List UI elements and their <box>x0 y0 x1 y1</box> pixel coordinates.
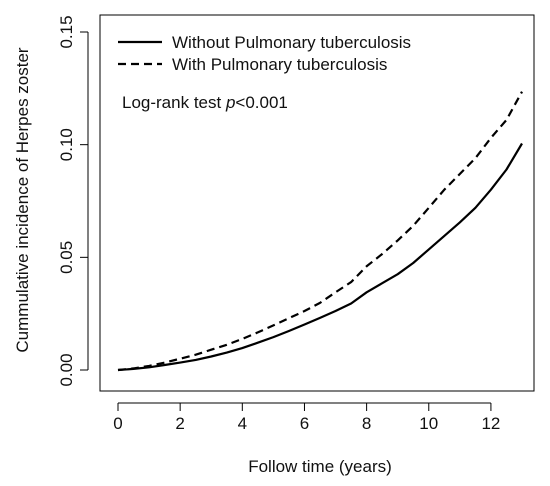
x-tick-label: 4 <box>238 414 247 433</box>
series-layer <box>117 91 523 372</box>
x-axis-title: Follow time (years) <box>248 457 392 476</box>
legend-label: Without Pulmonary tuberculosis <box>172 33 411 52</box>
logrank-annotation: Log-rank test p<0.001 <box>122 93 288 112</box>
y-tick-label: 0.00 <box>57 353 76 386</box>
annotation-suffix: <0.001 <box>235 93 287 112</box>
x-tick-label: 0 <box>113 414 122 433</box>
legend-label: With Pulmonary tuberculosis <box>172 55 387 74</box>
y-tick-label: 0.05 <box>57 241 76 274</box>
annotation-prefix: Log-rank test <box>122 93 226 112</box>
x-tick-label: 10 <box>419 414 438 433</box>
x-tick-label: 6 <box>300 414 309 433</box>
series-line-with-ptb <box>117 91 523 372</box>
x-tick-label: 2 <box>175 414 184 433</box>
legend: Without Pulmonary tuberculosis With Pulmo… <box>118 33 411 74</box>
annotation-p-value-symbol: p <box>225 93 235 112</box>
y-tick-label: 0.10 <box>57 128 76 161</box>
x-axis: 0 2 4 6 8 10 12 <box>113 402 500 433</box>
plot-frame <box>99 14 535 392</box>
y-axis-title: Cummulative incidence of Herpes zoster <box>13 47 32 353</box>
series-line-without-ptb <box>117 142 523 372</box>
x-tick-label: 12 <box>481 414 500 433</box>
x-tick-label: 8 <box>362 414 371 433</box>
y-axis: 0.00 0.05 0.10 0.15 <box>57 15 89 387</box>
y-tick-label: 0.15 <box>57 15 76 48</box>
